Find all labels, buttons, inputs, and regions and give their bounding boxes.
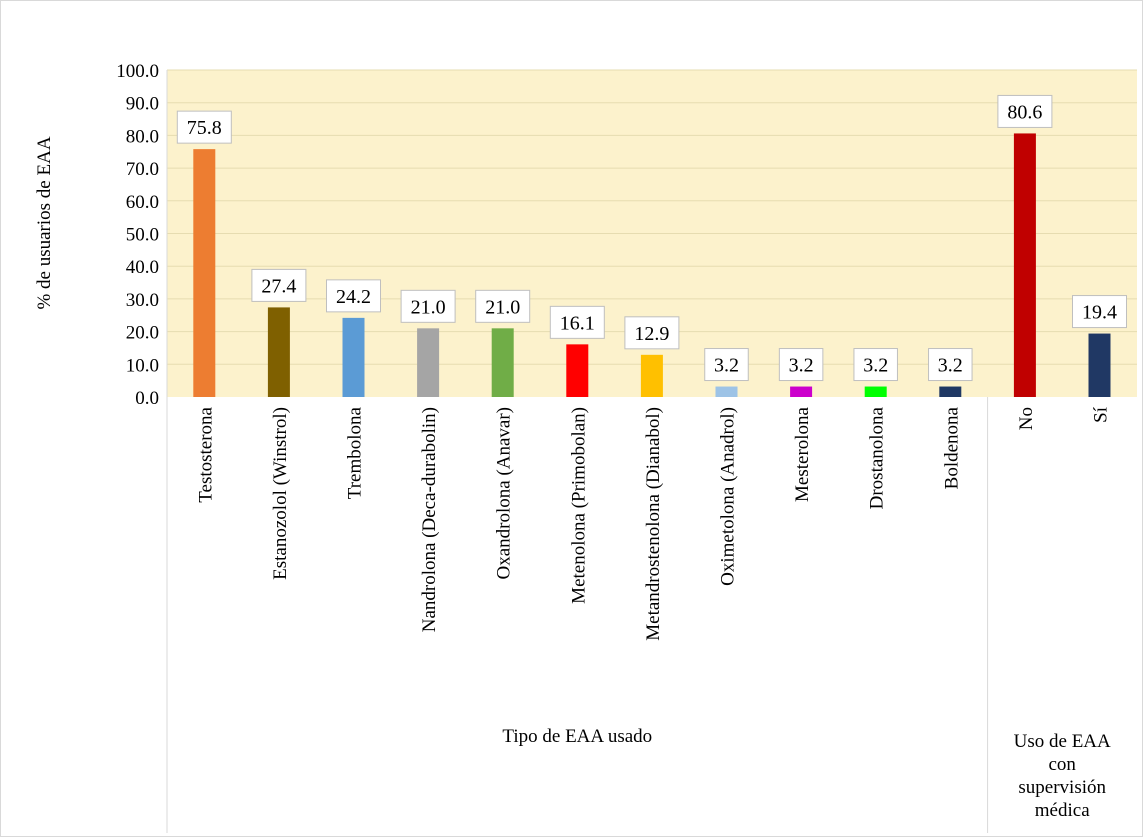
data-label: 19.4	[1082, 302, 1117, 324]
data-label: 16.1	[560, 312, 595, 334]
data-label: 27.4	[261, 275, 296, 297]
x-category-label: Oximetolona (Anadrol)	[718, 407, 739, 586]
x-category-label: Trembolona	[345, 406, 366, 499]
y-tick-label: 60.0	[126, 192, 159, 213]
x-category-label: Testosterona	[195, 406, 216, 502]
y-tick-label: 0.0	[135, 388, 159, 409]
data-label: 24.2	[336, 286, 371, 308]
x-category-label: Estanozolol (Winstrol)	[270, 407, 291, 580]
bar	[492, 328, 514, 397]
x-category-label: Metenolona (Primobolan)	[568, 407, 589, 604]
bar	[566, 344, 588, 397]
x-group-label: Tipo de EAA usado	[502, 726, 652, 747]
y-tick-label: 20.0	[126, 323, 159, 344]
y-tick-label: 40.0	[126, 257, 159, 278]
bar	[343, 318, 365, 397]
bar	[865, 387, 887, 397]
y-tick-label: 10.0	[126, 355, 159, 376]
x-group-label: médica	[1035, 800, 1090, 821]
x-category-label: Mesterolona	[792, 406, 813, 502]
y-tick-label: 90.0	[126, 94, 159, 115]
bar	[1014, 133, 1036, 397]
y-tick-label: 70.0	[126, 159, 159, 180]
bar	[193, 149, 215, 397]
bar	[790, 387, 812, 397]
y-axis-title: % de usuarios de EAA	[34, 136, 55, 309]
data-label: 12.9	[634, 323, 669, 345]
data-label: 3.2	[789, 355, 814, 377]
data-label: 21.0	[485, 296, 520, 318]
bar	[1089, 334, 1111, 397]
x-category-label: Oxandrolona (Anavar)	[494, 407, 515, 580]
data-label: 3.2	[863, 355, 888, 377]
x-category-label: No	[1016, 407, 1037, 430]
y-axis-ticks: 0.0 10.0 20.0 30.0 40.0 50.0 60.0 70.0 80.0 90.0 1…	[116, 61, 159, 409]
y-tick-label: 80.0	[126, 126, 159, 147]
x-category-label: Nandrolona (Deca-durabolin)	[419, 407, 440, 632]
bar	[939, 387, 961, 397]
bar	[641, 355, 663, 397]
data-label: 3.2	[938, 355, 963, 377]
x-category-label: Sí	[1091, 406, 1112, 423]
bar	[417, 328, 439, 397]
y-tick-label: 30.0	[126, 290, 159, 311]
data-label: 3.2	[714, 355, 739, 377]
data-label: 80.6	[1007, 101, 1042, 123]
data-label: 21.0	[411, 296, 446, 318]
data-label: 75.8	[187, 117, 222, 139]
x-group-label: supervisión	[1018, 777, 1106, 798]
x-group-label: Uso de EAA	[1014, 731, 1111, 752]
x-category-label: Boldenona	[941, 406, 962, 489]
y-tick-label: 100.0	[116, 61, 159, 82]
x-category-label: Drostanolona	[867, 406, 888, 509]
x-category-label: Metandrostenolona (Dianabol)	[643, 407, 664, 641]
bar	[716, 387, 738, 397]
y-tick-label: 50.0	[126, 225, 159, 246]
bar	[268, 307, 290, 397]
x-axis-categories: Testosterona Estanozolol (Winstrol) Trembo…	[195, 406, 1111, 640]
x-group-label: con	[1048, 754, 1076, 775]
